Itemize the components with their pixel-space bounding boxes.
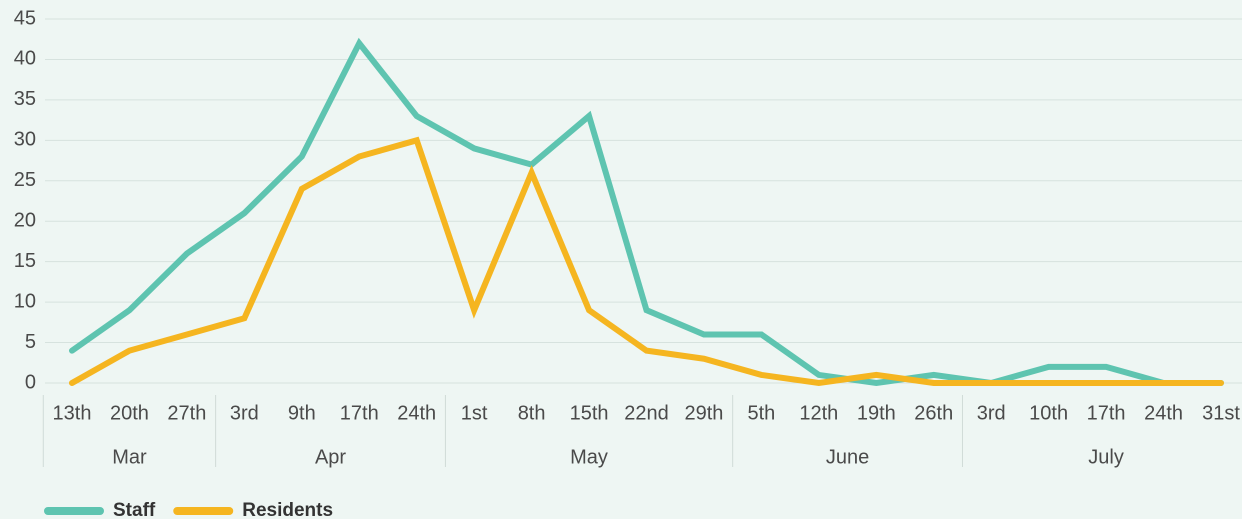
x-tick-label: 19th <box>857 402 896 424</box>
x-tick-label: 15th <box>570 402 609 424</box>
y-tick-label: 10 <box>14 290 36 312</box>
y-tick-label: 20 <box>14 210 36 232</box>
x-tick-label: 20th <box>110 402 149 424</box>
x-tick-label: 22nd <box>624 402 669 424</box>
x-tick-label: 5th <box>747 402 775 424</box>
y-tick-label: 30 <box>14 129 36 151</box>
x-tick-label: 31st <box>1202 402 1240 424</box>
x-tick-label: 9th <box>288 402 316 424</box>
x-tick-label: 3rd <box>230 402 259 424</box>
y-tick-label: 35 <box>14 88 36 110</box>
y-tick-label: 45 <box>14 7 36 29</box>
series-line <box>69 136 1224 387</box>
y-tick-label: 0 <box>25 371 36 393</box>
x-tick-label: 12th <box>799 402 838 424</box>
y-tick-label: 25 <box>14 169 36 191</box>
series-line <box>69 37 1224 387</box>
x-tick-label: 1st <box>461 402 488 424</box>
x-tick-label: 10th <box>1029 402 1068 424</box>
x-tick-label: 26th <box>914 402 953 424</box>
group-label: Mar <box>112 446 147 468</box>
group-label: May <box>570 446 608 468</box>
x-tick-label: 8th <box>518 402 546 424</box>
x-tick-label: 17th <box>340 402 379 424</box>
y-tick-label: 15 <box>14 250 36 272</box>
x-tick-label: 27th <box>167 402 206 424</box>
legend-label: Staff <box>113 500 156 519</box>
group-label: June <box>826 446 869 468</box>
legend-label: Residents <box>242 500 333 519</box>
x-tick-label: 3rd <box>977 402 1006 424</box>
y-tick-label: 40 <box>14 48 36 70</box>
group-label: July <box>1088 446 1124 468</box>
x-tick-label: 29th <box>684 402 723 424</box>
x-tick-label: 13th <box>53 402 92 424</box>
x-tick-label: 17th <box>1087 402 1126 424</box>
y-tick-label: 5 <box>25 331 36 353</box>
group-label: Apr <box>315 446 346 468</box>
x-tick-label: 24th <box>397 402 436 424</box>
x-tick-label: 24th <box>1144 402 1183 424</box>
